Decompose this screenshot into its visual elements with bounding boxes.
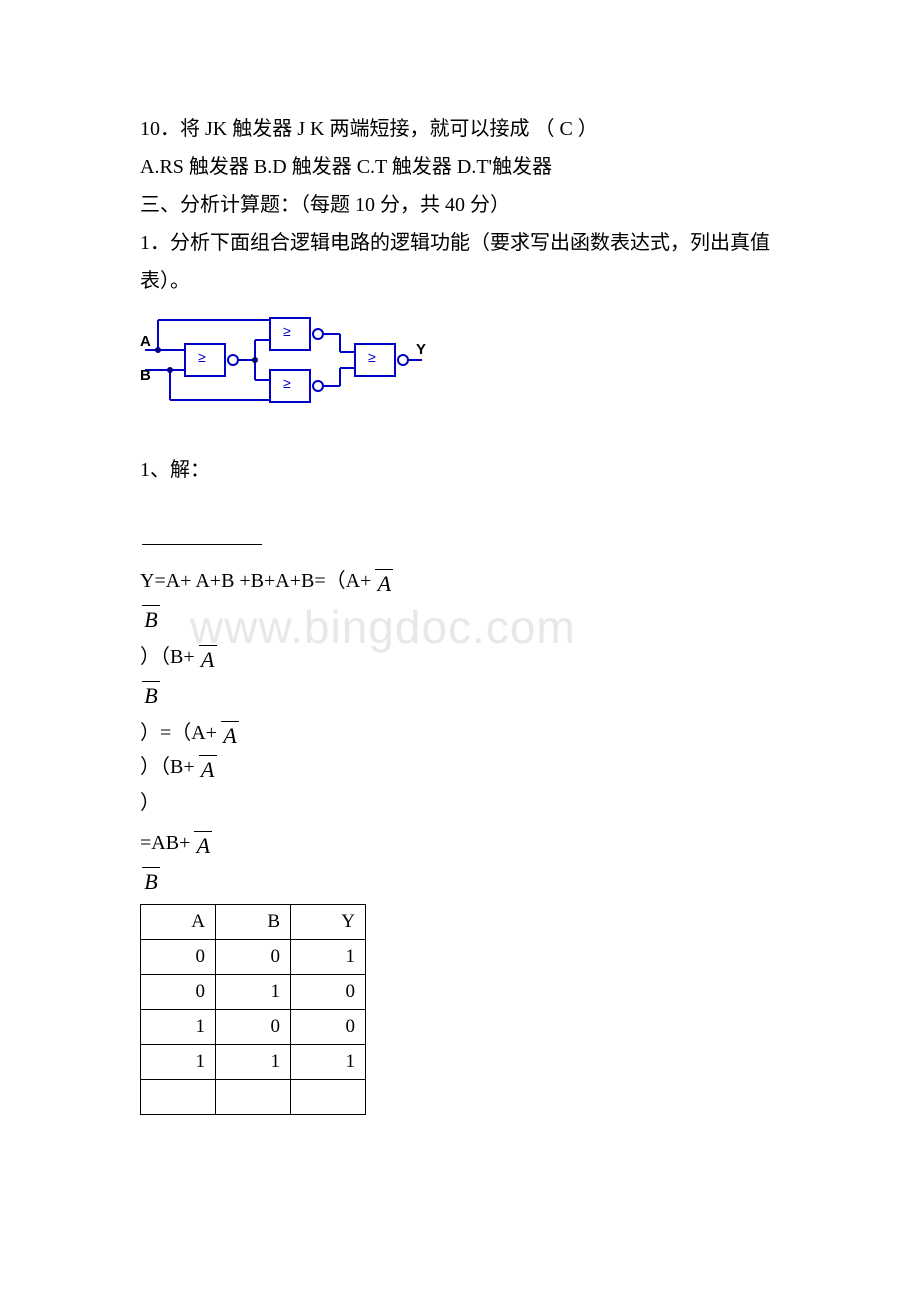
cell: 1 bbox=[141, 1045, 216, 1080]
eq-line-4: ）（B+ A bbox=[140, 752, 800, 782]
circuit-label-b: B bbox=[140, 367, 151, 384]
solution-label: 1、解： bbox=[140, 453, 800, 482]
table-row: 0 1 0 bbox=[141, 975, 366, 1010]
cell: 1 bbox=[291, 1045, 366, 1080]
section-3-q1: 1．分析下面组合逻辑电路的逻辑功能（要求写出函数表达式，列出真值表）。 bbox=[140, 224, 800, 300]
section-3-heading: 三、分析计算题：（每题 10 分，共 40 分） bbox=[140, 186, 800, 224]
eq-bbar-3: B bbox=[142, 867, 160, 894]
gate4-symbol: ≥ bbox=[368, 349, 376, 365]
eq-bbar-2: B bbox=[142, 681, 160, 708]
cell: 0 bbox=[141, 940, 216, 975]
question-10-text: 10．将 JK 触发器 J K 两端短接，就可以接成 （ C ） bbox=[140, 110, 800, 148]
table-row: 1 0 0 bbox=[141, 1010, 366, 1045]
eq-overline-1 bbox=[142, 544, 262, 547]
gate2-symbol: ≥ bbox=[283, 323, 291, 339]
gate1-symbol: ≥ bbox=[198, 349, 206, 365]
eq-bbar-1: B bbox=[142, 605, 160, 632]
table-row: 0 0 1 bbox=[141, 940, 366, 975]
eq-line-2-prefix: ）（B+ bbox=[140, 642, 195, 672]
eq-line-6-prefix: =AB+ bbox=[140, 828, 190, 858]
eq-line-4-prefix: ）（B+ bbox=[140, 752, 195, 782]
eq-line-1: Y=A+ A+B +B+A+B=（A+ A bbox=[140, 566, 800, 596]
cell: 1 bbox=[216, 1045, 291, 1080]
gate3-symbol: ≥ bbox=[283, 375, 291, 391]
eq-abar-5: A bbox=[194, 831, 212, 858]
th-b: B bbox=[216, 905, 291, 940]
cell: 0 bbox=[291, 975, 366, 1010]
circuit-svg: ≥ ≥ ≥ ≥ A B Y bbox=[140, 308, 430, 418]
eq-line-1-prefix: Y=A+ A+B +B+A+B=（A+ bbox=[140, 566, 371, 596]
circuit-label-a: A bbox=[140, 333, 151, 350]
eq-abar-1: A bbox=[375, 569, 393, 596]
circuit-diagram: ≥ ≥ ≥ ≥ A B Y bbox=[140, 308, 800, 423]
cell bbox=[141, 1080, 216, 1115]
eq-bbar-1-row: B bbox=[140, 602, 800, 632]
cell: 0 bbox=[141, 975, 216, 1010]
th-y: Y bbox=[291, 905, 366, 940]
table-row bbox=[141, 1080, 366, 1115]
th-a: A bbox=[141, 905, 216, 940]
cell: 1 bbox=[291, 940, 366, 975]
eq-line-3-prefix: ）=（A+ bbox=[140, 718, 217, 748]
eq-line-3: ）=（A+ A bbox=[140, 718, 800, 748]
eq-line-2: ）（B+ A bbox=[140, 642, 800, 672]
cell: 1 bbox=[216, 975, 291, 1010]
cell: 0 bbox=[291, 1010, 366, 1045]
cell: 0 bbox=[216, 1010, 291, 1045]
eq-line-6: =AB+ A bbox=[140, 828, 800, 858]
table-row: 1 1 1 bbox=[141, 1045, 366, 1080]
cell bbox=[291, 1080, 366, 1115]
equation-block: Y=A+ A+B +B+A+B=（A+ A B ）（B+ A bbox=[140, 532, 800, 894]
cell bbox=[216, 1080, 291, 1115]
eq-abar-2: A bbox=[199, 645, 217, 672]
cell: 1 bbox=[141, 1010, 216, 1045]
eq-bbar-2-row: B bbox=[140, 678, 800, 708]
eq-bbar-3-row: B bbox=[140, 864, 800, 894]
eq-line-5: ） bbox=[140, 788, 800, 818]
circuit-label-y: Y bbox=[416, 341, 426, 358]
eq-abar-4: A bbox=[199, 755, 217, 782]
truth-table-header: A B Y bbox=[141, 905, 366, 940]
cell: 0 bbox=[216, 940, 291, 975]
eq-abar-3: A bbox=[221, 721, 239, 748]
truth-table: A B Y 0 0 1 0 1 0 1 0 0 1 1 1 bbox=[140, 904, 366, 1115]
question-10-options: A.RS 触发器 B.D 触发器 C.T 触发器 D.T'触发器 bbox=[140, 148, 800, 186]
